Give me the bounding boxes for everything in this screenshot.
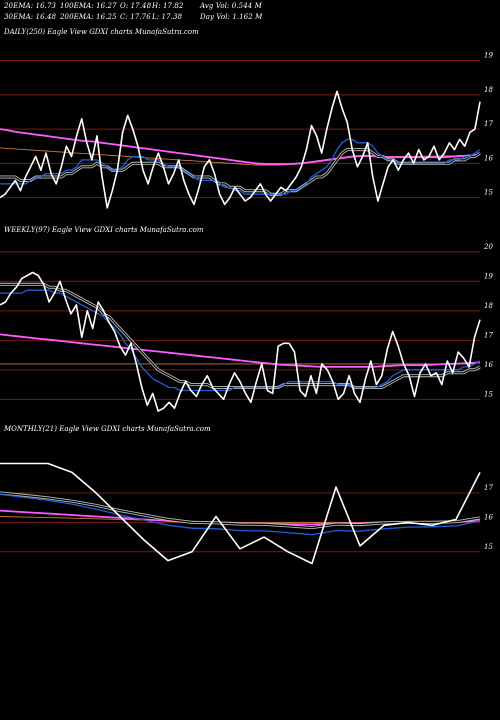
- ema200-label: 200EMA: 16.25: [60, 13, 117, 21]
- ema20-line: [0, 493, 481, 536]
- y-tick-label: 15: [484, 189, 493, 197]
- ema100-line: [0, 333, 481, 368]
- ema30-label: 30EMA: 16.48: [4, 13, 57, 21]
- low-label: L: 17.38: [152, 13, 183, 21]
- close-label: C: 17.76: [120, 13, 151, 21]
- high-label: H: 17.82: [152, 2, 184, 10]
- y-tick-label: 18: [484, 302, 493, 310]
- y-tick-label: 19: [484, 52, 493, 60]
- price-line: [0, 271, 481, 412]
- y-tick-label: 17: [484, 331, 493, 339]
- ema100-line: [0, 128, 481, 165]
- price-line: [0, 90, 481, 209]
- ema20-line: [0, 289, 481, 392]
- weekly-chart: 20 19 18 17 16 15: [0, 243, 493, 412]
- y-tick-label: 16: [484, 513, 493, 521]
- daily-panel-title: DAILY(250) Eagle View GDXI charts Munafa…: [4, 28, 199, 36]
- y-tick-label: 15: [484, 390, 493, 398]
- ema20-line: [0, 138, 481, 195]
- y-tick-label: 17: [484, 484, 493, 492]
- y-tick-label: 16: [484, 154, 493, 162]
- daily-chart: 19 18 17 16 15: [0, 52, 493, 209]
- price-line: [0, 462, 481, 565]
- y-tick-label: 17: [484, 120, 493, 128]
- monthly-panel-title: MONTHLY(21) Eagle View GDXI charts Munaf…: [4, 425, 211, 433]
- open-label: O: 17.48: [120, 2, 152, 10]
- y-tick-label: 19: [484, 272, 493, 280]
- y-tick-label: 15: [484, 543, 493, 551]
- day-vol-label: Day Vol: 1.162 M: [200, 13, 263, 21]
- y-tick-label: 18: [484, 86, 493, 94]
- weekly-panel-title: WEEKLY(97) Eagle View GDXI charts Munafa…: [4, 226, 204, 234]
- ema200-line: [0, 362, 481, 365]
- y-tick-label: 20: [483, 243, 493, 251]
- avg-vol-label: Avg Vol: 0.544 M: [200, 2, 262, 10]
- ema20-label: 20EMA: 16.73: [4, 2, 57, 10]
- y-tick-label: 16: [484, 361, 493, 369]
- monthly-chart: 17 16 15: [0, 462, 493, 565]
- ema100-label: 100EMA: 16.27: [60, 2, 117, 10]
